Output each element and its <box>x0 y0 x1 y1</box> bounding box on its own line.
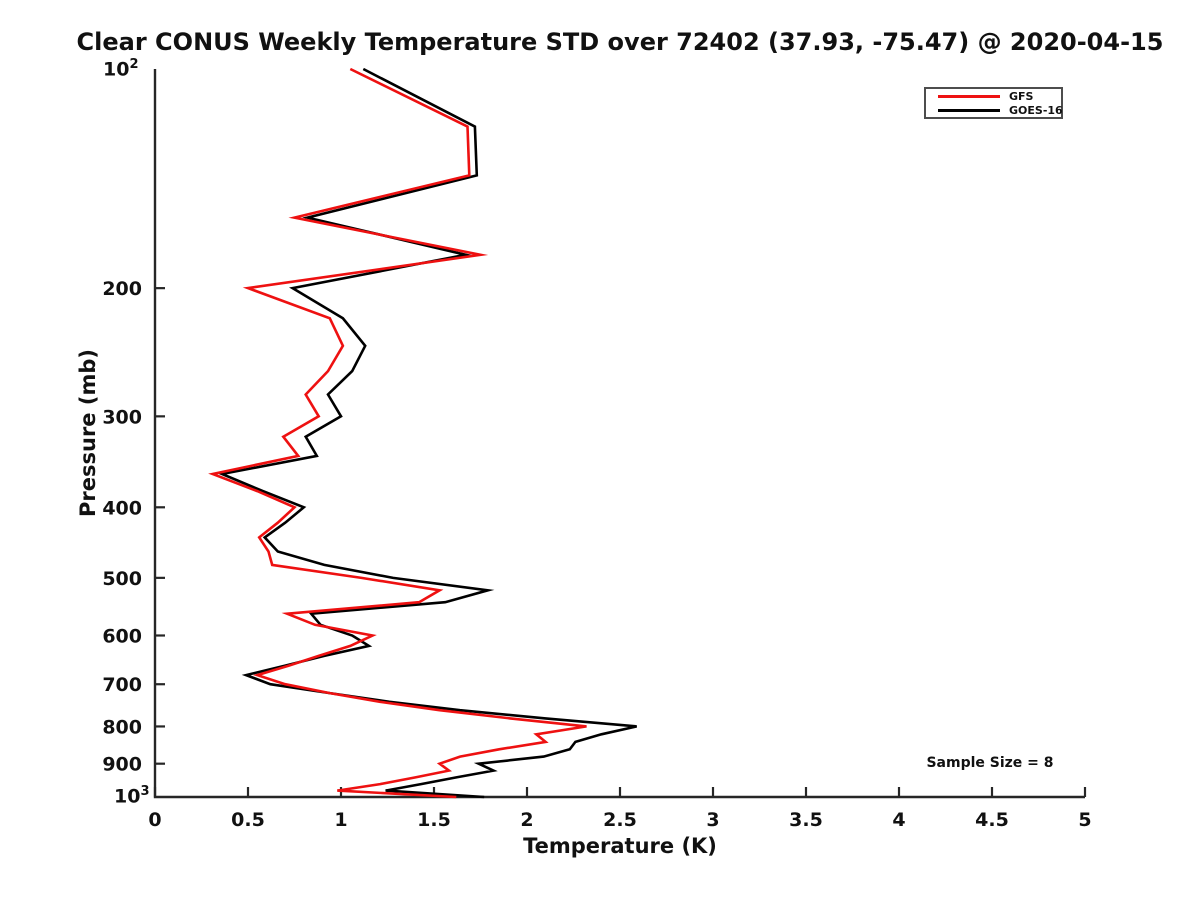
y-axis-label: Pressure (mb) <box>76 349 100 517</box>
x-tick-label: 3 <box>706 809 719 831</box>
x-tick-label: 0 <box>148 809 161 831</box>
y-tick-label: 900 <box>102 754 142 776</box>
gfs-line <box>208 67 587 799</box>
legend: GFS GOES-16 <box>924 87 1063 119</box>
y-tick-label: 200 <box>102 278 142 300</box>
y-axis-bottom-tick-label: 103 <box>114 785 150 806</box>
chart-title: Clear CONUS Weekly Temperature STD over … <box>76 28 1164 56</box>
y-axis-top-base: 10 <box>103 58 130 81</box>
x-tick-label: 4 <box>892 809 905 831</box>
x-tick-label: 0.5 <box>231 809 265 831</box>
x-tick-label: 1 <box>334 809 347 831</box>
y-tick-label: 700 <box>102 674 142 696</box>
legend-item-gfs: GFS <box>938 91 1053 102</box>
x-tick-label: 5 <box>1078 809 1091 831</box>
x-tick-label: 2 <box>520 809 533 831</box>
y-tick-label: 400 <box>102 497 142 519</box>
goes16-line-swatch <box>938 108 1000 112</box>
gfs-line-swatch <box>938 94 1000 98</box>
x-tick-label: 1.5 <box>417 809 451 831</box>
legend-item-goes16: GOES-16 <box>938 105 1063 116</box>
sample-size-annotation: Sample Size = 8 <box>926 755 1054 771</box>
y-axis-bottom-base: 10 <box>114 785 141 808</box>
y-tick-label: 300 <box>102 406 142 428</box>
y-tick-label: 600 <box>102 625 142 647</box>
y-tick-label: 800 <box>102 716 142 738</box>
y-axis-top-tick-label: 102 <box>103 58 139 79</box>
x-axis-label: Temperature (K) <box>523 834 717 858</box>
x-tick-label: 3.5 <box>789 809 823 831</box>
y-axis-top-exponent: 2 <box>129 57 139 72</box>
goes16-line <box>217 67 637 799</box>
x-tick-label: 2.5 <box>603 809 637 831</box>
y-axis-bottom-exponent: 3 <box>140 784 150 799</box>
x-tick-label: 4.5 <box>975 809 1009 831</box>
y-tick-label: 500 <box>102 568 142 590</box>
legend-label-goes16: GOES-16 <box>1009 103 1063 117</box>
legend-label-gfs: GFS <box>1009 89 1034 103</box>
